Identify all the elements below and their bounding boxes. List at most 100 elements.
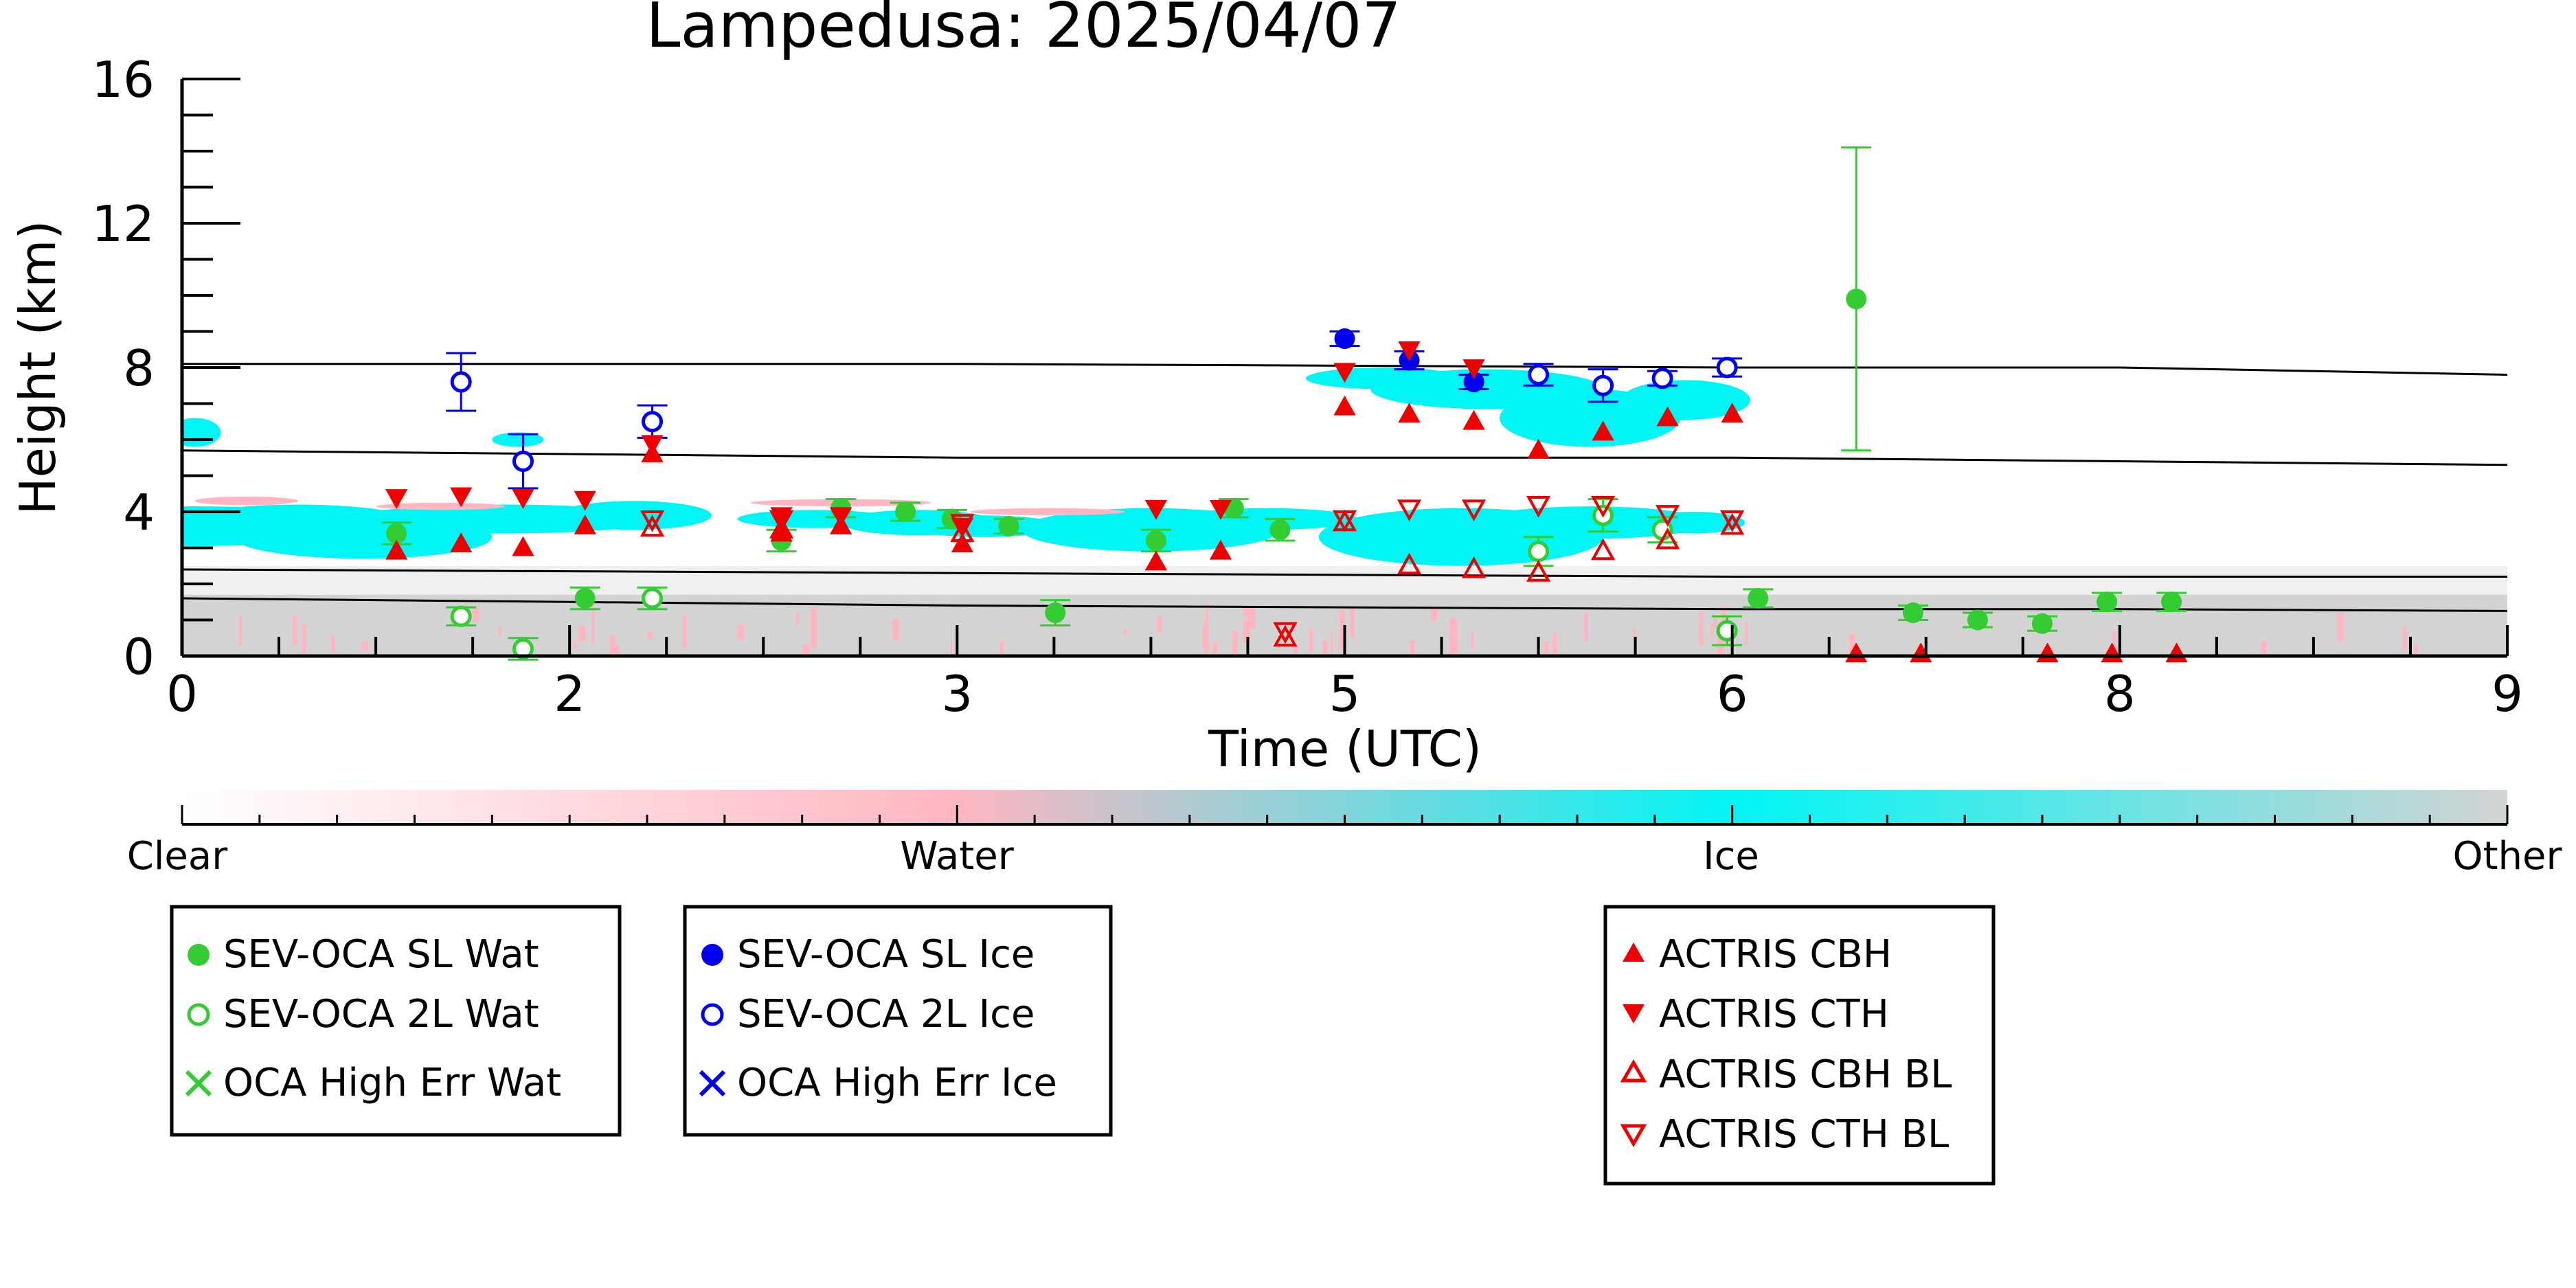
actris-cth-point [641,435,664,455]
actris-cbh-bl-point [950,520,975,542]
legend-label-cth-bl: ACTRIS CTH BL [1659,1112,1949,1157]
sev-oca-sl-wat-point [895,501,916,522]
bg-water-speck [302,624,307,656]
actris-cbh-bl-point [1590,538,1616,561]
bg-water-speck [1309,627,1313,653]
bg-water-speck [2112,630,2116,652]
bg-water-speck [1544,641,1549,656]
bg-ice-cloud [492,432,544,447]
actris-cbh-point [574,515,596,534]
bg-water-speck [1331,633,1333,656]
bg-water-speck [2261,641,2267,655]
sev-oca-sl-wat-point [1748,588,1769,609]
sev-oca-2l-ice-point [1716,357,1738,379]
bg-water-speck [2337,613,2345,642]
actris-cth-bl-point [1526,496,1551,518]
legend-marker-2l-ice [701,1003,724,1026]
bg-water-speck [609,635,615,656]
bg-water-speck [1714,615,1717,629]
sev-oca-sl-wat-point [574,588,596,609]
x-axis-label: Time (UTC) [1208,720,1482,778]
bg-water-speck [1247,607,1256,629]
sev-oca-sl-wat-point [2161,591,2182,613]
sev-oca-2l-ice-point [512,451,534,472]
x-tick-label: 8 [2104,665,2136,723]
sev-oca-sl-wat-point [2097,591,2118,613]
actris-cbh-bl-point [1397,552,1422,575]
bg-water-speck [1744,620,1748,645]
actris-cth-point [1209,499,1232,520]
bg-water-speck [473,606,479,623]
legend-label-2l-wat: SEV-OCA 2L Wat [223,992,539,1037]
colorbar-ticks [181,805,2509,824]
actris-cth-point [829,507,852,528]
bg-water-speck [1699,612,1704,647]
legend-label-sl-wat: SEV-OCA SL Wat [223,932,539,977]
sev-oca-sl-wat-point [998,516,1019,536]
actris-cth-bl-point [950,514,975,536]
sev-oca-2l-ice-point [450,371,472,393]
actris-cth-bl-point [1461,499,1487,521]
actris-cbh-point [1721,403,1743,423]
actris-cbh-bl-point [1720,512,1745,535]
x-tick-label: 0 [166,665,198,723]
bg-water-speck [1212,642,1218,656]
bg-water-speck [1584,612,1589,642]
actris-cth-bl-point [1273,622,1298,644]
bg-water-speck [802,644,810,656]
bg-water-speck [330,635,335,653]
actris-cbh-point [1592,420,1614,441]
legend-marker-sl-ice [701,944,723,966]
actris-cbh-point [385,539,408,560]
sev-oca-sl-wat-point [1846,289,1867,310]
bg-water-speck [1410,640,1415,656]
legend-label-2l-ice: SEV-OCA 2L Ice [737,992,1035,1037]
actris-cth-bl-point [1655,505,1680,527]
sev-oca-2l-wat-point [1528,541,1550,563]
chart-title: Lampedusa: 2025/04/07 [646,0,1401,62]
legend-label-cbh-bl: ACTRIS CBH BL [1659,1052,1952,1097]
bg-water-speck [1552,633,1557,656]
sev-oca-sl-ice-point [1334,328,1355,349]
legend-marker-cth [1623,1004,1645,1024]
bg-water-speck [1471,631,1474,651]
y-ticks: 0 4 8 12 16 [91,51,240,686]
bg-water-speck [1157,615,1162,633]
bg-water-speck [498,625,502,636]
y-axis-label: Height (km) [9,221,67,515]
bg-water-speck [892,619,900,640]
bg-water-speck [1293,644,1298,656]
x-tick-label: 2 [554,665,585,723]
legend-label-higherr-ice: OCA High Err Ice [737,1061,1057,1105]
x-ticks: 0 2 3 5 6 8 9 [166,625,2523,723]
actris-cbh-point [512,536,534,556]
bg-water-speck [238,614,242,646]
legend-marker-cbh-bl [1620,1059,1647,1083]
colorbar-label-water: Water [900,834,1015,879]
legend-actris: ACTRIS CBH ACTRIS CTH ACTRIS CBH BL ACTR… [1603,905,1996,1186]
bg-water-speck [361,642,369,651]
sev-oca-sl-wat-point [1045,602,1066,623]
actris-cth-point [385,489,408,509]
bg-water-speck [795,613,800,625]
actris-cth-point [1333,363,1356,383]
colorbar-label-other: Other [2452,834,2562,879]
bg-ice-cloud [556,501,712,530]
sev-oca-2l-ice-point [642,411,664,433]
sev-oca-2l-wat-point [642,587,664,609]
actris-cbh-point [450,532,473,553]
legend-marker-2l-wat [187,1003,210,1026]
bg-water-speck [615,644,620,656]
x-tick-label: 5 [1329,665,1361,723]
bg-water-speck [578,626,586,641]
legend-label-sl-ice: SEV-OCA SL Ice [737,932,1035,977]
actris-cth-point [450,487,473,508]
legend-marker-sl-wat [188,944,210,966]
sev-oca-2l-ice-point [1592,374,1614,396]
actris-cbh-point [1144,550,1168,571]
legend-label-cbh: ACTRIS CBH [1659,932,1892,977]
actris-cth-point [512,489,534,509]
colorbar: Clear Water Ice Other [127,790,2562,879]
actris-cbh-point [1209,539,1232,560]
actris-cbh-point [1656,406,1679,427]
